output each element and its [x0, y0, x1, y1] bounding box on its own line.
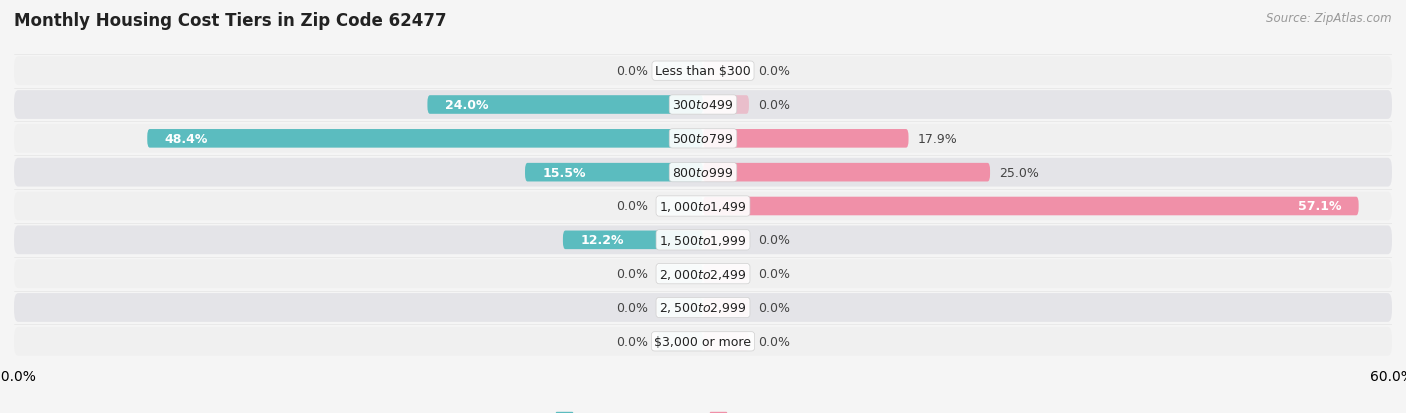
- Text: $300 to $499: $300 to $499: [672, 99, 734, 112]
- Text: Source: ZipAtlas.com: Source: ZipAtlas.com: [1267, 12, 1392, 25]
- Text: 0.0%: 0.0%: [758, 335, 790, 348]
- FancyBboxPatch shape: [703, 265, 749, 283]
- FancyBboxPatch shape: [703, 96, 749, 114]
- FancyBboxPatch shape: [657, 299, 703, 317]
- FancyBboxPatch shape: [703, 332, 749, 351]
- FancyBboxPatch shape: [657, 62, 703, 81]
- Text: $800 to $999: $800 to $999: [672, 166, 734, 179]
- Text: 0.0%: 0.0%: [758, 99, 790, 112]
- Text: 15.5%: 15.5%: [543, 166, 586, 179]
- Text: 0.0%: 0.0%: [616, 268, 648, 280]
- FancyBboxPatch shape: [703, 164, 990, 182]
- Text: 0.0%: 0.0%: [758, 234, 790, 247]
- Text: 48.4%: 48.4%: [165, 133, 208, 145]
- FancyBboxPatch shape: [703, 130, 908, 148]
- FancyBboxPatch shape: [562, 231, 703, 249]
- FancyBboxPatch shape: [524, 164, 703, 182]
- Text: 0.0%: 0.0%: [616, 200, 648, 213]
- FancyBboxPatch shape: [14, 57, 1392, 86]
- Text: 0.0%: 0.0%: [616, 335, 648, 348]
- FancyBboxPatch shape: [14, 226, 1392, 254]
- Text: $2,000 to $2,499: $2,000 to $2,499: [659, 267, 747, 281]
- Text: $2,500 to $2,999: $2,500 to $2,999: [659, 301, 747, 315]
- Text: Monthly Housing Cost Tiers in Zip Code 62477: Monthly Housing Cost Tiers in Zip Code 6…: [14, 12, 447, 30]
- Text: 0.0%: 0.0%: [616, 65, 648, 78]
- Text: 0.0%: 0.0%: [616, 301, 648, 314]
- FancyBboxPatch shape: [657, 265, 703, 283]
- FancyBboxPatch shape: [703, 197, 1358, 216]
- Text: $1,500 to $1,999: $1,500 to $1,999: [659, 233, 747, 247]
- FancyBboxPatch shape: [703, 231, 749, 249]
- FancyBboxPatch shape: [148, 130, 703, 148]
- Text: 25.0%: 25.0%: [1000, 166, 1039, 179]
- FancyBboxPatch shape: [14, 260, 1392, 288]
- Text: 0.0%: 0.0%: [758, 301, 790, 314]
- Text: 0.0%: 0.0%: [758, 65, 790, 78]
- FancyBboxPatch shape: [703, 299, 749, 317]
- Text: 24.0%: 24.0%: [444, 99, 488, 112]
- FancyBboxPatch shape: [427, 96, 703, 114]
- FancyBboxPatch shape: [14, 293, 1392, 322]
- FancyBboxPatch shape: [657, 197, 703, 216]
- FancyBboxPatch shape: [14, 91, 1392, 120]
- Text: 0.0%: 0.0%: [758, 268, 790, 280]
- FancyBboxPatch shape: [703, 62, 749, 81]
- Text: 12.2%: 12.2%: [581, 234, 624, 247]
- Text: 57.1%: 57.1%: [1298, 200, 1341, 213]
- FancyBboxPatch shape: [14, 192, 1392, 221]
- Text: $3,000 or more: $3,000 or more: [655, 335, 751, 348]
- FancyBboxPatch shape: [14, 327, 1392, 356]
- Text: 17.9%: 17.9%: [918, 133, 957, 145]
- Legend: Owner-occupied, Renter-occupied: Owner-occupied, Renter-occupied: [555, 412, 851, 413]
- Text: $1,000 to $1,499: $1,000 to $1,499: [659, 199, 747, 214]
- FancyBboxPatch shape: [657, 332, 703, 351]
- Text: $500 to $799: $500 to $799: [672, 133, 734, 145]
- Text: Less than $300: Less than $300: [655, 65, 751, 78]
- FancyBboxPatch shape: [14, 125, 1392, 153]
- FancyBboxPatch shape: [14, 159, 1392, 187]
